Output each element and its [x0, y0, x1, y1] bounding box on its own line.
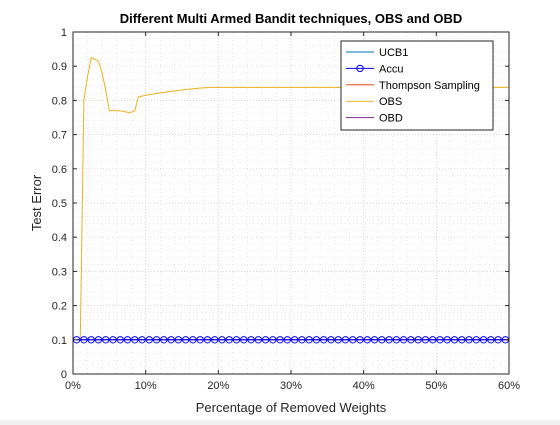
series-point-accu: [131, 336, 139, 344]
axis-ticks: [72, 31, 510, 375]
series-point-accu: [356, 336, 364, 344]
series-point-accu: [312, 336, 321, 344]
series-point-accu: [138, 336, 146, 344]
series-point-accu: [450, 336, 459, 344]
x-tick-label: 0%: [65, 380, 81, 392]
series-point-accu: [392, 336, 401, 344]
x-tick-label: 10%: [135, 380, 157, 392]
series-point-accu: [109, 336, 117, 344]
series-point-accu: [189, 336, 197, 344]
x-tick-label: 20%: [207, 380, 229, 392]
series-layer: [72, 56, 510, 344]
series-point-accu: [240, 336, 248, 344]
series-point-accu: [181, 336, 190, 344]
legend-label-obs: OBS: [379, 96, 402, 108]
x-tick-label: 30%: [280, 380, 302, 392]
series-line-obs: [76, 56, 509, 341]
axis-tick-labels: 0% 10% 20% 30% 40% 50% 60% 0 0.1 0.2 0.3 0.4 0.5 0.6 0…: [52, 27, 521, 392]
y-tick-label: 0.7: [52, 130, 67, 142]
series-point-accu: [305, 336, 313, 344]
y-tick-label: 0.5: [52, 198, 67, 210]
y-tick-label: 1: [61, 27, 67, 39]
legend-label-accu: Accu: [379, 63, 403, 75]
series-point-accu: [160, 336, 168, 344]
series-point-accu: [334, 336, 342, 344]
series-point-accu: [218, 336, 226, 344]
legend-box: [340, 40, 494, 131]
x-axis-label: Percentage of Removed Weights: [196, 400, 387, 415]
y-tick-label: 0.4: [52, 232, 67, 244]
series-point-accu: [94, 336, 103, 344]
series-point-accu: [283, 336, 292, 344]
series-point-accu: [152, 336, 161, 344]
series-point-accu: [276, 336, 284, 344]
series-point-accu: [421, 336, 430, 344]
chart-title: Different Multi Armed Bandit techniques,…: [120, 11, 463, 26]
y-tick-label: 0.9: [52, 61, 67, 73]
series-point-accu: [465, 336, 473, 344]
y-tick-label: 0.1: [52, 335, 67, 347]
series-point-accu: [232, 336, 241, 344]
y-tick-label: 0.2: [52, 301, 67, 313]
series-point-accu: [436, 336, 444, 344]
y-axis-label: Test Error: [29, 174, 44, 231]
series-point-accu: [320, 336, 328, 344]
series-point-accu: [443, 336, 451, 344]
series-point-accu: [254, 336, 262, 344]
series-point-accu: [196, 336, 204, 344]
series-point-accu: [479, 336, 488, 344]
series-point-accu: [211, 336, 219, 344]
series-point-accu: [203, 336, 212, 344]
series-point-accu: [363, 336, 371, 344]
series-point-accu: [487, 336, 495, 344]
series-point-accu: [472, 336, 480, 344]
legend-label-ucb1: UCB1: [379, 47, 408, 59]
series-point-accu: [327, 336, 335, 344]
legend: UCB1 Accu Thompson Sampling OBS OBD: [340, 40, 494, 131]
y-tick-label: 0: [61, 369, 67, 381]
series-point-accu: [261, 336, 270, 344]
y-tick-label: 0.6: [52, 164, 67, 176]
series-point-accu: [370, 336, 379, 344]
y-tick-label: 0.3: [52, 266, 67, 278]
x-tick-label: 50%: [425, 380, 447, 392]
series-point-accu: [145, 336, 154, 344]
series-point-accu: [80, 336, 88, 344]
series-point-accu: [341, 336, 350, 344]
series-point-accu: [87, 336, 95, 344]
legend-label-obd: OBD: [379, 113, 403, 125]
series-point-accu: [429, 336, 437, 344]
series-point-accu: [378, 336, 386, 344]
series-point-accu: [123, 336, 132, 344]
series-point-accu: [290, 336, 299, 344]
legend-marker-accu: [356, 64, 364, 73]
series-point-accu: [116, 336, 124, 344]
series-point-accu: [399, 336, 408, 344]
series-point-accu: [174, 336, 183, 344]
x-tick-label: 40%: [353, 380, 375, 392]
series-point-accu: [225, 336, 233, 344]
series-point-accu: [385, 336, 393, 344]
y-tick-label: 0.8: [52, 95, 67, 107]
series-point-accu: [167, 336, 175, 344]
series-point-accu: [269, 336, 277, 344]
x-tick-label: 60%: [498, 380, 520, 392]
series-point-accu: [102, 336, 110, 344]
series-point-accu: [247, 336, 255, 344]
legend-label-thompson-sampling: Thompson Sampling: [379, 80, 480, 92]
series-point-accu: [494, 336, 502, 344]
series-point-accu: [407, 336, 415, 344]
series-point-accu: [458, 336, 466, 344]
series-point-accu: [349, 336, 357, 344]
series-point-accu: [298, 336, 306, 344]
series-point-accu: [414, 336, 422, 344]
